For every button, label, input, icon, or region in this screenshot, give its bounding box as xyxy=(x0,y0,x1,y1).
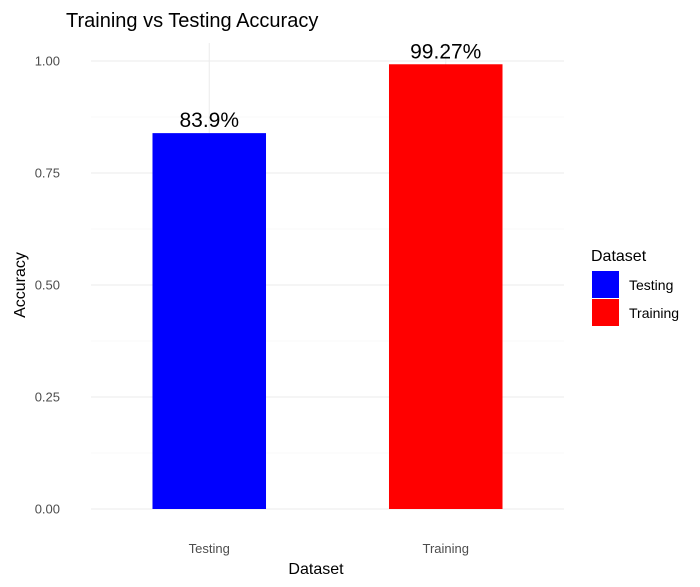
y-tick-label: 1.00 xyxy=(35,54,60,69)
bar-data-labels: 83.9% 99.27% xyxy=(179,40,481,132)
bar-testing xyxy=(152,133,267,510)
y-axis-tick-labels: 0.00 0.25 0.50 0.75 1.00 xyxy=(35,54,60,517)
x-tick-label: Training xyxy=(423,541,469,556)
legend-label: Testing xyxy=(629,277,673,293)
chart-title: Training vs Testing Accuracy xyxy=(66,10,318,32)
bar-data-label: 99.27% xyxy=(410,40,481,63)
y-axis-title: Accuracy xyxy=(12,252,29,318)
legend-swatch-testing xyxy=(592,271,619,298)
legend-label: Training xyxy=(629,305,679,321)
x-tick-label: Testing xyxy=(189,541,230,556)
legend-title: Dataset xyxy=(591,248,647,265)
bar-training xyxy=(388,64,503,510)
y-tick-label: 0.00 xyxy=(35,502,60,517)
legend: Dataset Testing Training xyxy=(591,248,679,326)
legend-items: Testing Training xyxy=(592,271,679,326)
bars xyxy=(152,64,503,510)
y-tick-label: 0.50 xyxy=(35,278,60,293)
y-tick-label: 0.75 xyxy=(35,166,60,181)
x-axis-title: Dataset xyxy=(288,561,344,578)
y-tick-label: 0.25 xyxy=(35,390,60,405)
bar-data-label: 83.9% xyxy=(179,109,239,132)
legend-swatch-training xyxy=(592,299,619,326)
x-axis-tick-labels: Testing Training xyxy=(189,541,469,556)
